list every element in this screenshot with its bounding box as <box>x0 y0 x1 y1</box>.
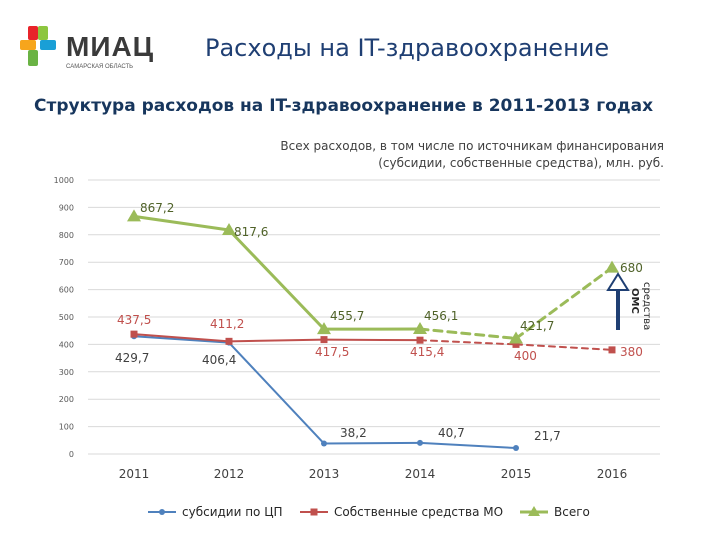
chart-grid <box>88 179 660 455</box>
data-point <box>513 445 519 452</box>
data-point <box>317 322 331 335</box>
data-point <box>608 346 616 354</box>
data-label: 417,5 <box>315 345 349 359</box>
data-label: 380 <box>620 345 643 359</box>
y-tick-label: 400 <box>59 340 74 349</box>
data-label: 38,2 <box>340 426 367 440</box>
y-tick-label: 700 <box>59 258 74 267</box>
x-tick-label: 2012 <box>214 467 245 481</box>
data-label: 400 <box>514 349 537 363</box>
legend-label: Всего <box>554 505 590 519</box>
y-tick-label: 0 <box>69 450 74 459</box>
data-point <box>509 331 523 344</box>
series-line-segment <box>515 343 613 351</box>
series-line-segment <box>133 335 230 344</box>
x-tick-label: 2011 <box>119 467 150 481</box>
x-tick-label: 2015 <box>501 467 532 481</box>
legend-marker <box>528 506 540 516</box>
data-point <box>417 439 423 446</box>
y-tick-label: 600 <box>59 286 74 295</box>
data-label: 411,2 <box>210 317 244 331</box>
x-tick-label: 2016 <box>597 467 628 481</box>
page-title: Расходы на IT-здравоохранение <box>205 34 610 62</box>
legend-label: Собственные средства МО <box>334 505 503 519</box>
data-point <box>225 337 233 345</box>
series-line-segment <box>227 228 326 331</box>
data-point <box>605 260 619 273</box>
series-line-segment <box>419 339 517 346</box>
logo-subtext: САМАРСКАЯ ОБЛАСТЬ <box>66 64 133 70</box>
data-label: 456,1 <box>424 309 458 323</box>
legend-label: субсидии по ЦП <box>182 505 283 519</box>
data-label: 680 <box>620 261 643 275</box>
data-label: 455,7 <box>330 309 364 323</box>
data-point <box>416 336 424 344</box>
data-point <box>222 222 236 235</box>
data-label: 21,7 <box>534 429 561 443</box>
x-tick-label: 2013 <box>309 467 340 481</box>
chart-note-line2: (субсидии, собственные средства), млн. р… <box>378 156 664 170</box>
series-line-segment <box>323 338 421 342</box>
x-tick-label: 2014 <box>405 467 436 481</box>
series-line-segment <box>228 341 325 445</box>
data-label: 421,7 <box>520 319 554 333</box>
chart-series <box>127 209 619 452</box>
y-tick-label: 900 <box>59 203 74 212</box>
data-label: 40,7 <box>438 426 465 440</box>
y-tick-label: 500 <box>59 313 74 322</box>
series-line-segment <box>133 333 230 343</box>
data-point <box>127 209 141 222</box>
oms-annotation: средства ОМС <box>606 272 652 330</box>
miac-logo: МИАЦ САМАРСКАЯ ОБЛАСТЬ <box>20 26 154 70</box>
series-line-segment <box>418 327 518 340</box>
oms-arrow-head-icon <box>606 272 630 291</box>
oms-label-line2: ОМС <box>629 288 640 314</box>
data-point <box>321 440 327 447</box>
y-tick-label: 1000 <box>54 176 74 185</box>
data-point <box>130 330 138 338</box>
x-axis-ticks: 2011 2012 2013 2014 2015 2016 <box>119 467 628 481</box>
y-tick-label: 800 <box>59 231 74 240</box>
series-line-segment <box>514 266 614 340</box>
data-label: 817,6 <box>234 225 268 239</box>
y-tick-label: 100 <box>59 423 74 432</box>
data-label: 406,4 <box>202 353 236 367</box>
data-point <box>320 336 328 344</box>
data-label: 429,7 <box>115 351 149 365</box>
chart-data-labels: 429,7 406,4 38,2 40,7 21,7 437,5 411,2 417,5 415… <box>115 201 643 443</box>
data-point <box>413 322 427 335</box>
series-line-segment <box>419 441 517 450</box>
data-label: 437,5 <box>117 313 151 327</box>
data-label: 867,2 <box>140 201 174 215</box>
legend-marker <box>159 509 165 515</box>
chart-note-line1: Всех расходов, в том числе по источникам… <box>280 139 664 153</box>
series-line-segment <box>323 441 421 445</box>
data-point <box>512 340 520 348</box>
y-tick-label: 300 <box>59 368 74 377</box>
oms-label-line1: средства <box>641 282 652 330</box>
y-tick-label: 200 <box>59 395 74 404</box>
series-line-segment <box>132 214 231 232</box>
chart-legend: субсидии по ЦП Собственные средства МО Все… <box>148 505 590 519</box>
series-line-segment <box>228 338 325 343</box>
cross-logo-icon <box>20 26 56 66</box>
legend-marker <box>310 508 318 516</box>
y-axis-ticks: 0 100 200 300 400 500 600 700 800 900 1000 <box>54 176 74 459</box>
logo-wordmark: МИАЦ <box>66 31 154 62</box>
slide-subtitle: Структура расходов на IT-здравоохранение… <box>34 96 654 116</box>
data-label: 415,4 <box>410 345 444 359</box>
chart-note: Всех расходов, в том числе по источникам… <box>184 138 664 172</box>
